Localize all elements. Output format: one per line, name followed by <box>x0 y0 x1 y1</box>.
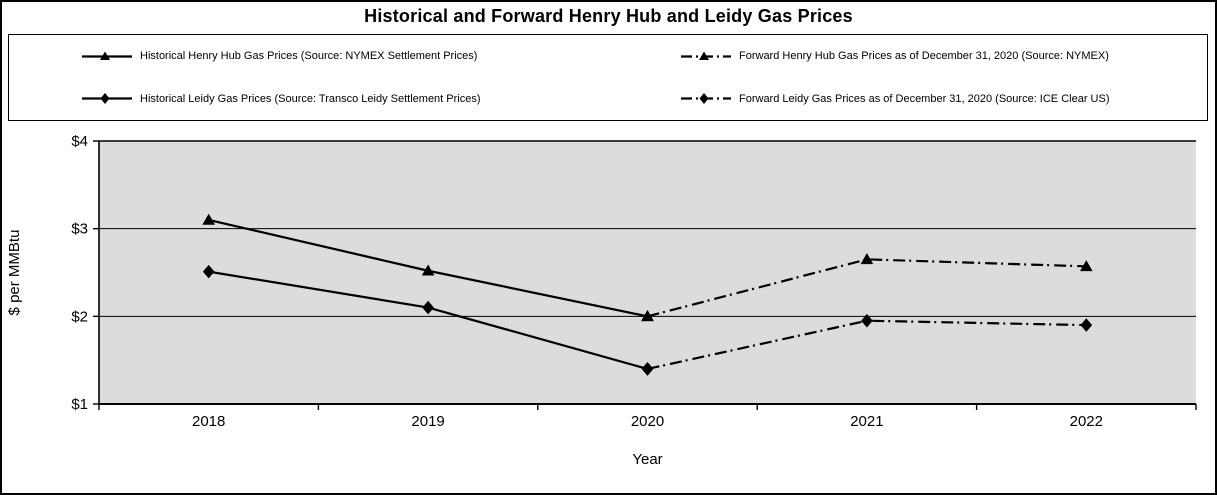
legend-sample-solid-triangle-icon <box>82 51 132 60</box>
data-point-triangle-icon <box>860 253 874 265</box>
y-axis-title: $ per MMBtu <box>6 230 23 316</box>
legend-label-forward-henry-hub: Forward Henry Hub Gas Prices as of Decem… <box>739 50 1109 63</box>
legend-triangle-icon <box>699 51 709 60</box>
legend-sample-dashdot-diamond-icon <box>681 93 731 105</box>
legend-diamond-icon <box>699 93 709 105</box>
x-tick-label: 2018 <box>192 413 225 430</box>
legend-item-historical-henry-hub: Historical Henry Hub Gas Prices (Source:… <box>9 50 608 63</box>
legend-label-forward-leidy: Forward Leidy Gas Prices as of December … <box>739 92 1110 105</box>
legend-item-forward-henry-hub: Forward Henry Hub Gas Prices as of Decem… <box>608 50 1207 63</box>
x-tick-label: 2022 <box>1070 413 1103 430</box>
data-point-triangle-icon <box>641 310 654 322</box>
series-line-1 <box>647 258 1087 318</box>
legend-sample-dashdot-triangle-icon <box>681 51 731 60</box>
legend-diamond-icon <box>100 93 110 105</box>
chart-title: Historical and Forward Henry Hub and Lei… <box>364 6 853 26</box>
y-tick-label: $4 <box>71 133 88 150</box>
data-point-diamond-icon <box>202 264 215 279</box>
legend-label-historical-leidy: Historical Leidy Gas Prices (Source: Tra… <box>140 92 481 105</box>
data-point-diamond-icon <box>641 362 654 376</box>
x-tick-label: 2021 <box>850 413 883 430</box>
data-point-diamond-icon <box>1080 318 1093 332</box>
data-point-diamond-icon <box>422 300 434 315</box>
legend-label-historical-henry-hub: Historical Henry Hub Gas Prices (Source:… <box>140 50 478 63</box>
legend-triangle-icon <box>100 51 110 60</box>
data-point-triangle-icon <box>1080 260 1093 272</box>
y-tick-label: $3 <box>71 221 88 238</box>
legend-item-historical-leidy: Historical Leidy Gas Prices (Source: Tra… <box>9 92 608 105</box>
legend-sample-solid-diamond-icon <box>82 93 132 105</box>
x-tick-label: 2020 <box>631 413 664 430</box>
x-axis-title: Year <box>632 451 662 468</box>
data-point-triangle-icon <box>421 264 435 276</box>
legend-item-forward-leidy: Forward Leidy Gas Prices as of December … <box>608 92 1207 105</box>
data-point-triangle-icon <box>202 213 215 225</box>
data-point-diamond-icon <box>861 313 873 328</box>
x-tick-label: 2019 <box>411 413 444 430</box>
y-tick-label: $2 <box>71 308 88 325</box>
legend: Historical Henry Hub Gas Prices (Source:… <box>8 34 1208 121</box>
y-tick-label: $1 <box>71 396 88 413</box>
plot-area <box>99 141 1196 404</box>
